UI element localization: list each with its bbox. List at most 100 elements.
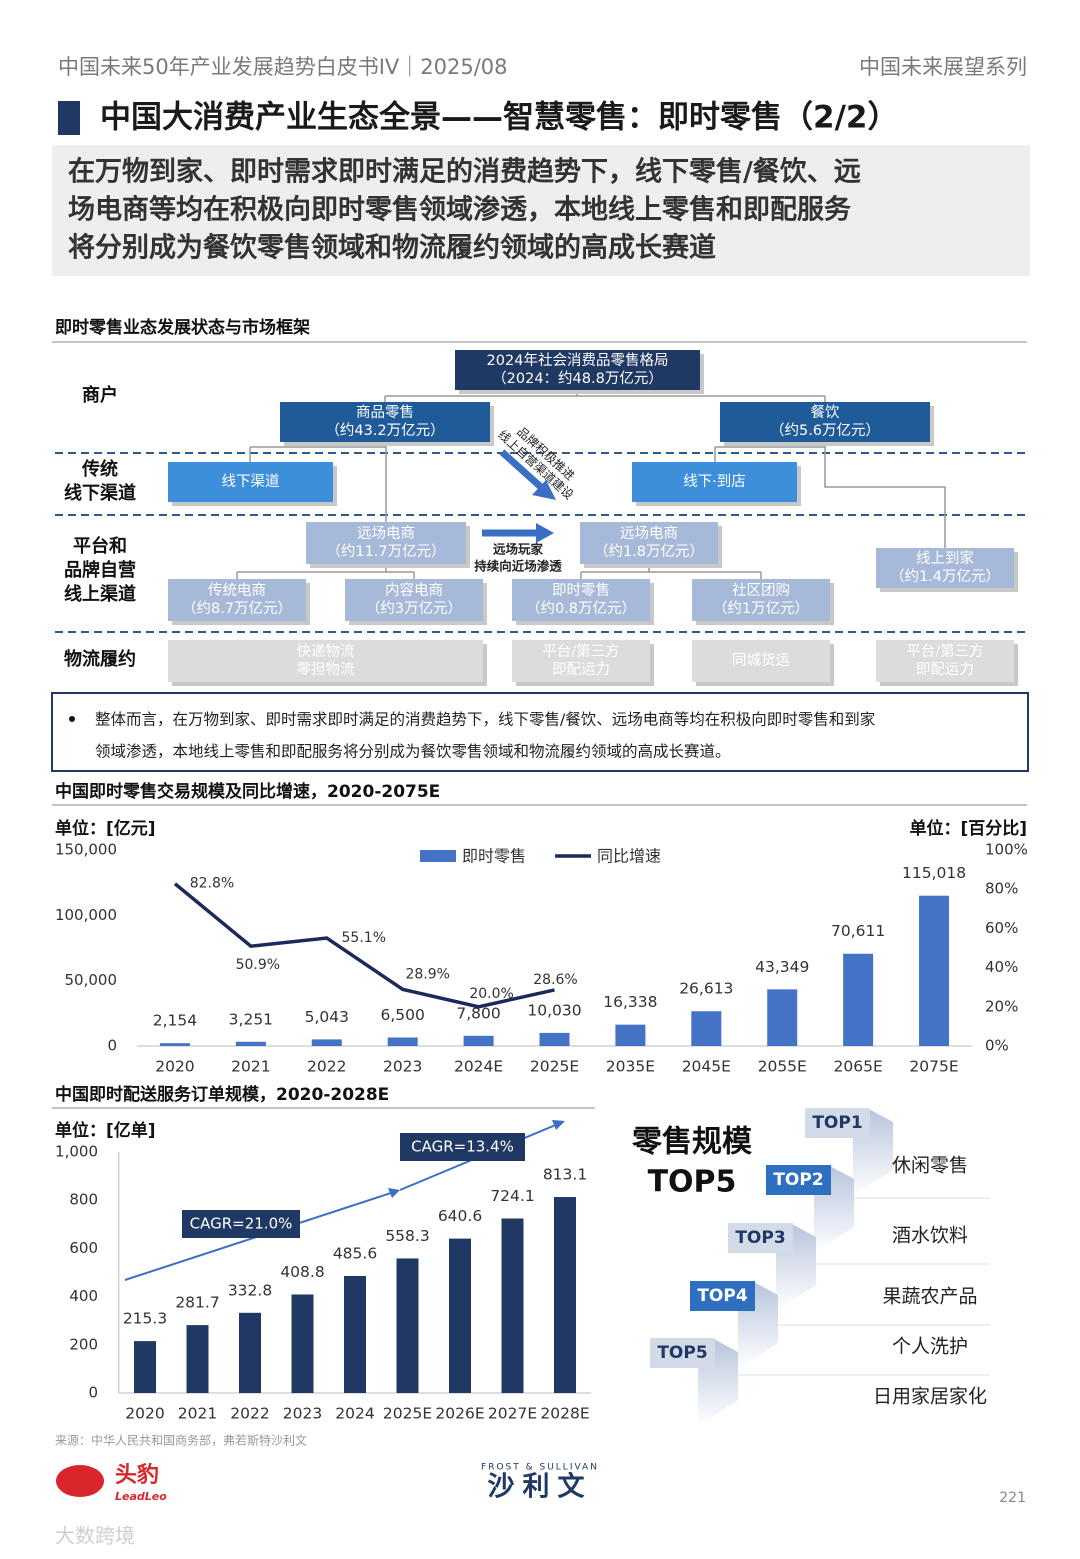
section-title: 即时零售业态发展状态与市场框架 — [55, 317, 310, 338]
page-number: 221 — [999, 1490, 1026, 1506]
node — [876, 640, 1014, 682]
line-label: 50.9% — [236, 957, 280, 973]
y2-unit: 单位：[百分比] — [909, 818, 1027, 839]
node-label: 快递物流 — [297, 643, 355, 660]
rank-label: TOP1 — [812, 1113, 862, 1133]
rank-label: TOP4 — [697, 1286, 748, 1306]
node-label: 2024年社会消费品零售格局 — [487, 352, 669, 369]
ribbon — [698, 1338, 738, 1426]
row-label: 平台和 — [73, 535, 127, 557]
arrow-label: 远场玩家 — [493, 542, 544, 557]
node-label: 餐饮 — [811, 404, 840, 421]
logo-center: 沙利文 — [488, 1471, 593, 1503]
ribbon — [814, 1165, 854, 1253]
bullet — [69, 716, 75, 722]
line-label: 55.1% — [342, 930, 386, 946]
node — [512, 640, 650, 682]
arrow-head — [536, 523, 554, 543]
bar-label: 26,613 — [679, 980, 733, 998]
note-box — [51, 692, 1029, 772]
arrow-head — [388, 1188, 400, 1198]
watermark: 大数跨境 — [55, 1524, 135, 1548]
bar-label: 558.3 — [385, 1227, 429, 1245]
bar — [186, 1325, 209, 1393]
node-label: （约3万亿元） — [366, 600, 462, 617]
row-label: 线下渠道 — [64, 482, 136, 504]
node — [306, 522, 466, 564]
line-label: 28.9% — [405, 966, 449, 982]
y-tick-label: 100,000 — [55, 906, 117, 924]
bar — [919, 895, 950, 1046]
node-label: （约1.8万亿元） — [594, 543, 704, 560]
cagr-box — [400, 1133, 525, 1161]
node-label: 社区团购 — [732, 582, 790, 599]
y-tick-label: 600 — [69, 1239, 98, 1257]
x-tick-label: 2023 — [283, 1405, 322, 1423]
bar-label: 7,800 — [456, 1004, 500, 1022]
x-tick-label: 2022 — [307, 1058, 346, 1076]
node-label: （约1.4万亿元） — [890, 568, 1000, 585]
node-label: 即配运力 — [916, 661, 974, 678]
x-tick-label: 2023 — [383, 1058, 422, 1076]
node — [280, 402, 490, 442]
x-tick-label: 2024E — [454, 1058, 503, 1076]
node-label: 零担物流 — [297, 661, 355, 678]
bar-label: 332.8 — [228, 1281, 272, 1299]
node-label: 商品零售 — [356, 404, 414, 421]
bar — [387, 1037, 418, 1046]
page-title: 中国大消费产业生态全景——智慧零售：即时零售（2/2） — [100, 100, 898, 136]
node-label: 线上到家 — [916, 550, 974, 567]
x-tick-label: 2022 — [230, 1405, 269, 1423]
node-label: 传统电商 — [208, 582, 266, 599]
summary-box — [52, 145, 1030, 276]
y-unit: 单位：[亿元] — [55, 818, 156, 839]
bar-label: 10,030 — [527, 1001, 581, 1019]
node — [512, 579, 650, 621]
bar — [344, 1275, 366, 1393]
y-tick-label: 150,000 — [55, 841, 117, 859]
row-label: 商户 — [82, 384, 118, 406]
line-label: 82.8% — [190, 876, 234, 892]
bar-label: 2,154 — [153, 1012, 197, 1030]
x-tick-label: 2021 — [231, 1058, 270, 1076]
node-label: （约8.7万亿元） — [182, 600, 292, 617]
bar-label: 16,338 — [603, 993, 657, 1011]
node-label: 内容电商 — [385, 582, 443, 599]
x-tick-label: 2055E — [758, 1058, 807, 1076]
node-label: 平台/第三方 — [542, 642, 619, 660]
bar-label: 813.1 — [543, 1166, 587, 1184]
cagr-label: CAGR=13.4% — [411, 1138, 514, 1156]
bar-label: 115,018 — [902, 864, 966, 882]
legend-label: 即时零售 — [462, 847, 526, 866]
logo-left: 头豹 — [115, 1462, 159, 1488]
node — [580, 522, 718, 564]
item-label: 日用家居家化 — [873, 1386, 987, 1408]
bar — [449, 1238, 471, 1393]
rank-label: TOP2 — [773, 1170, 823, 1190]
bar — [463, 1035, 494, 1046]
y2-tick-label: 60% — [985, 919, 1018, 937]
bar — [239, 1312, 261, 1393]
node — [632, 462, 797, 502]
node-label: （约11.7万亿元） — [326, 543, 445, 560]
x-tick-label: 2027E — [488, 1405, 537, 1423]
ribbon — [738, 1281, 778, 1369]
chart-title: 中国即时零售交易规模及同比增速，2020-2075E — [55, 781, 440, 802]
rank-label: TOP3 — [735, 1228, 785, 1248]
y-tick-label: 1,000 — [55, 1143, 98, 1161]
arrow-head — [552, 1120, 565, 1130]
y2-tick-label: 0% — [985, 1037, 1009, 1055]
cagr-label: CAGR=21.0% — [190, 1215, 293, 1233]
y2-tick-label: 100% — [985, 841, 1028, 859]
bar-label: 485.6 — [333, 1244, 377, 1262]
x-tick-label: 2045E — [682, 1058, 731, 1076]
x-tick-label: 2028E — [540, 1405, 589, 1423]
rank-box — [766, 1165, 831, 1195]
ribbon — [776, 1223, 816, 1311]
y-tick-label: 800 — [69, 1191, 98, 1209]
bar-label: 3,251 — [229, 1010, 273, 1028]
cagr-box — [182, 1210, 300, 1238]
summary-line: 将分别成为餐饮零售领域和物流履约领域的高成长赛道 — [68, 232, 716, 264]
node — [168, 640, 483, 682]
line-label: 28.6% — [533, 972, 577, 988]
